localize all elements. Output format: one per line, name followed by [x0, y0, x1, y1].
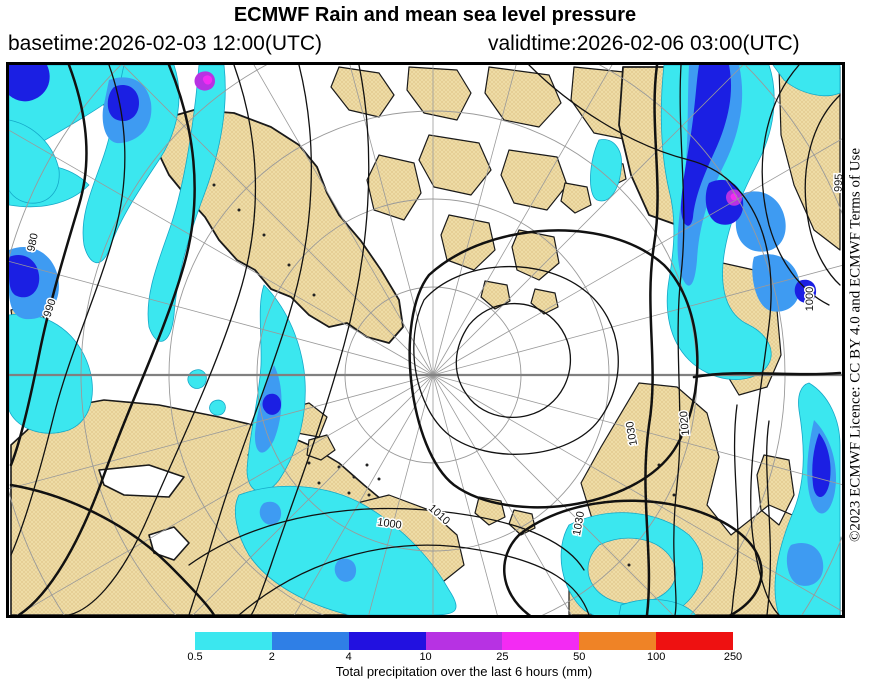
precipitation-legend: 0.5 2 4 10 25 50 100 250 Total precipitation ov…: [187, 632, 742, 679]
legend-caption: Total precipitation over the last 6 hour…: [335, 664, 593, 679]
legend-segment-2: [348, 632, 426, 650]
legend-tick-4: 4: [345, 651, 352, 663]
copyright-notice: ©2023 ECMWF Licence: CC BY 4.0 and ECMWF…: [847, 147, 864, 543]
basetime-label: basetime:2026-02-03 12:00(UTC): [8, 32, 322, 55]
pressure-contours: [9, 65, 842, 615]
legend-tick-0.5: 0.5: [187, 651, 203, 663]
legend-segment-5: [579, 632, 657, 650]
pressure-label-980: 980: [25, 232, 41, 252]
pressure-label-995: 995: [833, 174, 842, 193]
legend-tick-50: 50: [573, 651, 586, 663]
legend-tick-labels: 0.5 2 4 10 25 50 100 250: [187, 650, 742, 663]
pressure-label-1030: 1030: [624, 420, 640, 446]
legend-segment-3: [425, 632, 503, 650]
legend-segment-1: [271, 632, 349, 650]
legend-segment-6: [656, 632, 734, 650]
validtime-label: validtime:2026-02-06 03:00(UTC): [488, 32, 800, 55]
map-frame: 980 990 1000 1010 1020 1030 1030 1000 995: [6, 62, 845, 618]
legend-colorbar: [195, 632, 734, 650]
page-title: ECMWF Rain and mean sea level pressure: [233, 4, 637, 26]
pressure-label-1030: 1030: [571, 510, 587, 536]
legend-tick-250: 250: [723, 651, 743, 663]
legend-segment-4: [502, 632, 580, 650]
pressure-label-1020: 1020: [678, 411, 692, 436]
legend-tick-2: 2: [268, 651, 275, 663]
pressure-label-1000: 1000: [376, 516, 402, 531]
legend-tick-100: 100: [646, 651, 666, 663]
legend-tick-25: 25: [496, 651, 509, 663]
legend-segment-0: [195, 632, 272, 650]
pressure-label-1000: 1000: [804, 287, 816, 311]
precipitation-areas: [9, 65, 841, 615]
legend-tick-10: 10: [419, 651, 432, 663]
